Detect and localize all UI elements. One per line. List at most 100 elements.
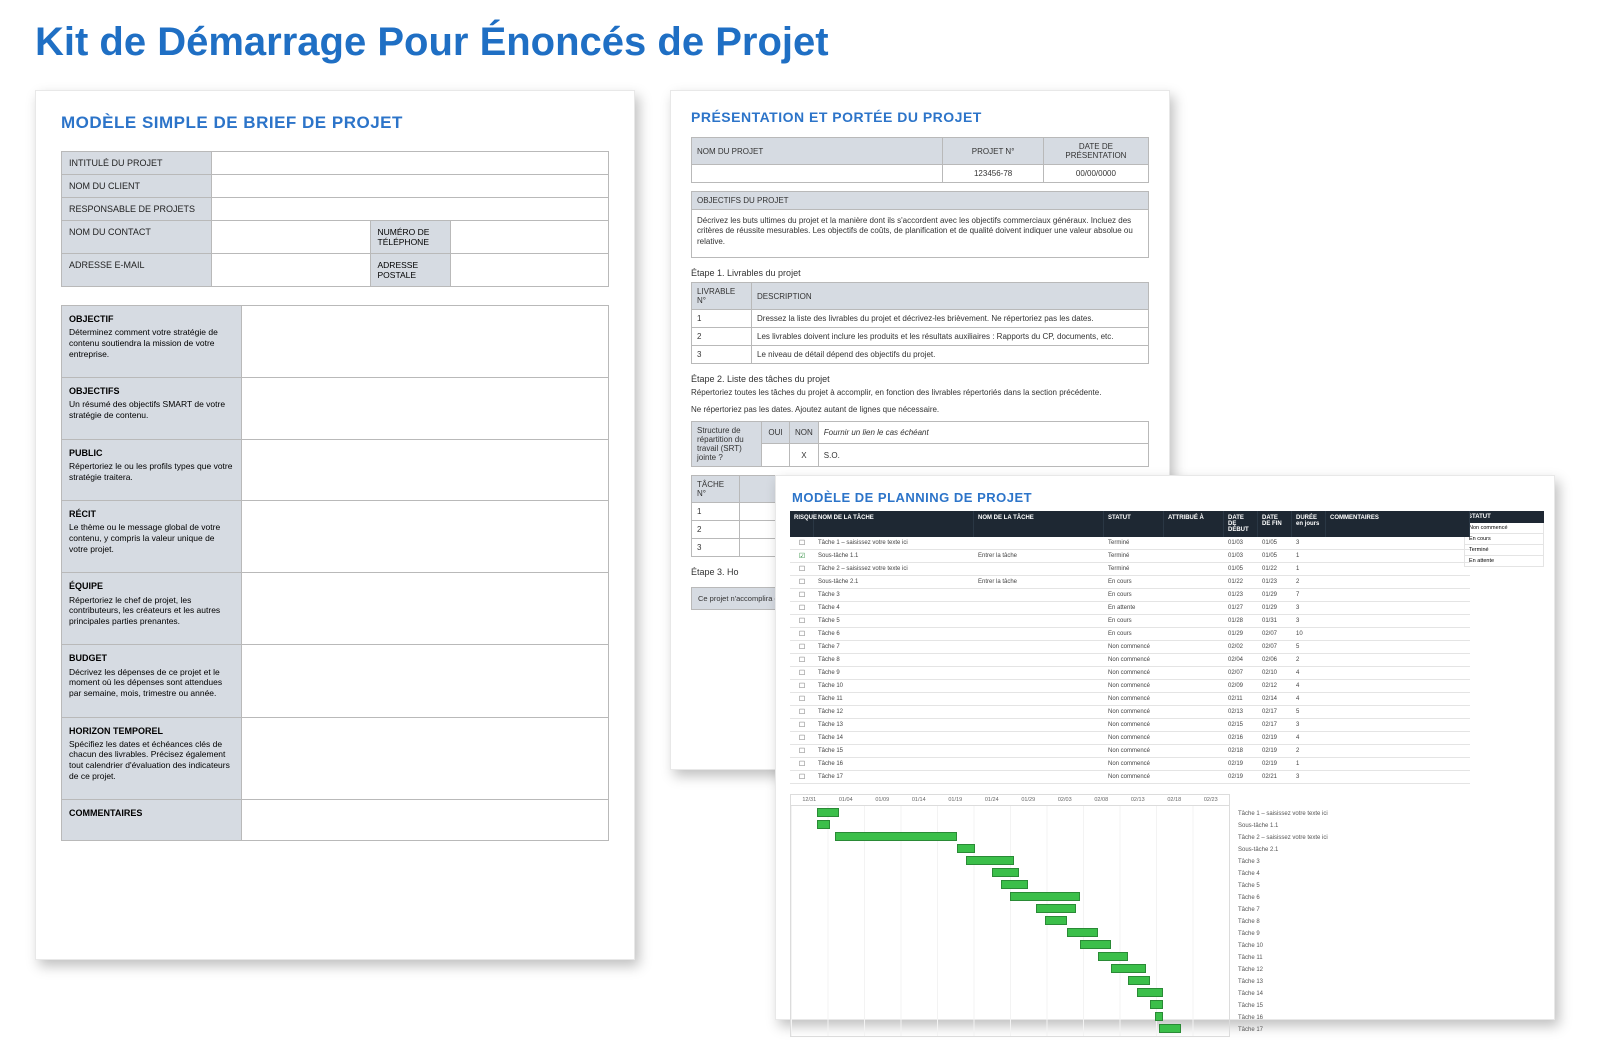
plan-row: Tâche 13 Non commencé 02/15 02/17 3	[790, 719, 1470, 732]
plan-start: 02/19	[1224, 759, 1258, 769]
plan-status: Non commencé	[1104, 707, 1164, 717]
checkbox-icon[interactable]	[790, 589, 814, 601]
plan-comment[interactable]	[1326, 645, 1470, 649]
checkbox-icon[interactable]	[790, 628, 814, 640]
plan-assigned[interactable]	[1164, 619, 1224, 623]
plan-end: 02/12	[1258, 681, 1292, 691]
brief-section: COMMENTAIRES	[62, 800, 242, 840]
plan-comment[interactable]	[1326, 632, 1470, 636]
checkbox-icon[interactable]	[790, 576, 814, 588]
contact-name-value[interactable]	[212, 221, 371, 254]
plan-comment[interactable]	[1326, 684, 1470, 688]
checkbox-icon[interactable]	[790, 550, 814, 562]
plan-comment[interactable]	[1326, 710, 1470, 714]
plan-comment[interactable]	[1326, 554, 1470, 558]
checkbox-icon[interactable]	[790, 719, 814, 731]
plan-assigned[interactable]	[1164, 671, 1224, 675]
scope-proj-name-value[interactable]	[692, 165, 943, 183]
checkbox-icon[interactable]	[790, 745, 814, 757]
gantt-label: Tâche 14	[1238, 988, 1328, 1000]
brief-section-value[interactable]	[242, 378, 609, 440]
brief-section-value[interactable]	[242, 800, 609, 840]
plan-dur: 2	[1292, 655, 1326, 665]
brief-section-value[interactable]	[242, 306, 609, 378]
cards-container: MODÈLE SIMPLE DE BRIEF DE PROJET INTITUL…	[30, 90, 1568, 1010]
plan-dur: 10	[1292, 629, 1326, 639]
checkbox-icon[interactable]	[790, 732, 814, 744]
plan-comment[interactable]	[1326, 619, 1470, 623]
brief-row-value[interactable]	[212, 175, 609, 198]
checkbox-icon[interactable]	[790, 537, 814, 549]
plan-row: Tâche 8 Non commencé 02/04 02/06 2	[790, 654, 1470, 667]
plan-assigned[interactable]	[1164, 580, 1224, 584]
plan-status: En cours	[1104, 616, 1164, 626]
plan-assigned[interactable]	[1164, 723, 1224, 727]
plan-assigned[interactable]	[1164, 710, 1224, 714]
brief-section-value[interactable]	[242, 439, 609, 501]
brief-section: HORIZON TEMPORELSpécifiez les dates et é…	[62, 717, 242, 800]
plan-comment[interactable]	[1326, 593, 1470, 597]
plan-assigned[interactable]	[1164, 593, 1224, 597]
plan-assigned[interactable]	[1164, 632, 1224, 636]
plan-comment[interactable]	[1326, 541, 1470, 545]
checkbox-icon[interactable]	[790, 615, 814, 627]
checkbox-icon[interactable]	[790, 693, 814, 705]
checkbox-icon[interactable]	[790, 563, 814, 575]
plan-assigned[interactable]	[1164, 554, 1224, 558]
plan-comment[interactable]	[1326, 723, 1470, 727]
plan-comment[interactable]	[1326, 775, 1470, 779]
plan-row: Tâche 7 Non commencé 02/02 02/07 5	[790, 641, 1470, 654]
brief-section-value[interactable]	[242, 573, 609, 645]
plan-assigned[interactable]	[1164, 762, 1224, 766]
plan-comment[interactable]	[1326, 606, 1470, 610]
plan-assigned[interactable]	[1164, 567, 1224, 571]
checkbox-icon[interactable]	[790, 758, 814, 770]
checkbox-icon[interactable]	[790, 667, 814, 679]
srt-oui-val[interactable]	[762, 444, 790, 467]
scope-proj-num-label: PROJET N°	[943, 138, 1044, 165]
checkbox-icon[interactable]	[790, 641, 814, 653]
plan-assigned[interactable]	[1164, 658, 1224, 662]
checkbox-icon[interactable]	[790, 654, 814, 666]
brief-sections-table: OBJECTIFDéterminez comment votre stratég…	[61, 305, 609, 841]
checkbox-icon[interactable]	[790, 602, 814, 614]
plan-assigned[interactable]	[1164, 697, 1224, 701]
plan-status: Non commencé	[1104, 772, 1164, 782]
brief-row-value[interactable]	[212, 152, 609, 175]
checkbox-icon[interactable]	[790, 706, 814, 718]
col-end: DATE DE FIN	[1258, 511, 1292, 537]
plan-comment[interactable]	[1326, 567, 1470, 571]
plan-row: Sous-tâche 2.1 Entrer la tâche En cours …	[790, 576, 1470, 589]
plan-status: Non commencé	[1104, 655, 1164, 665]
brief-row-value[interactable]	[212, 198, 609, 221]
plan-end: 02/17	[1258, 707, 1292, 717]
contact-email-value[interactable]	[212, 254, 371, 287]
plan-comment[interactable]	[1326, 736, 1470, 740]
plan-comment[interactable]	[1326, 762, 1470, 766]
plan-assigned[interactable]	[1164, 645, 1224, 649]
plan-comment[interactable]	[1326, 580, 1470, 584]
plan-assigned[interactable]	[1164, 541, 1224, 545]
plan-comment[interactable]	[1326, 697, 1470, 701]
contact-postal-value[interactable]	[450, 254, 609, 287]
plan-assigned[interactable]	[1164, 684, 1224, 688]
deliv-desc: Les livrables doivent inclure les produi…	[752, 328, 1149, 346]
brief-section-value[interactable]	[242, 501, 609, 573]
plan-comment[interactable]	[1326, 671, 1470, 675]
plan-comment[interactable]	[1326, 658, 1470, 662]
plan-comment[interactable]	[1326, 749, 1470, 753]
plan-assigned[interactable]	[1164, 606, 1224, 610]
brief-section-value[interactable]	[242, 645, 609, 717]
task-num-hd: TÂCHE N°	[692, 475, 740, 502]
plan-assigned[interactable]	[1164, 736, 1224, 740]
brief-section-value[interactable]	[242, 717, 609, 800]
checkbox-icon[interactable]	[790, 680, 814, 692]
checkbox-icon[interactable]	[790, 771, 814, 783]
col-status: STATUT	[1104, 511, 1164, 537]
scope-deliv-table: LIVRABLE N° DESCRIPTION 1Dressez la list…	[691, 282, 1149, 364]
plan-assigned[interactable]	[1164, 749, 1224, 753]
plan-start: 02/04	[1224, 655, 1258, 665]
plan-row: Tâche 16 Non commencé 02/19 02/19 1	[790, 758, 1470, 771]
contact-phone-value[interactable]	[450, 221, 609, 254]
plan-assigned[interactable]	[1164, 775, 1224, 779]
